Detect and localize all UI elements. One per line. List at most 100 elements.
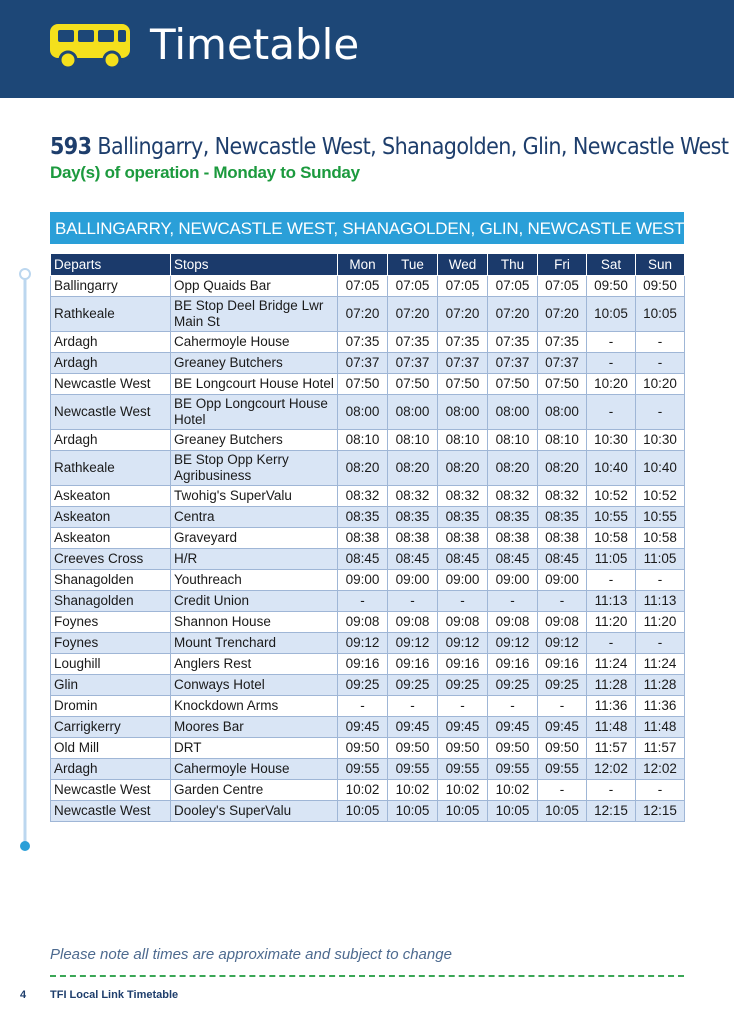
stop-cell: Youthreach [170, 569, 338, 591]
depart-cell: Askeaton [50, 485, 171, 507]
time-cell: 09:00 [437, 569, 488, 591]
time-cell: 08:45 [387, 548, 438, 570]
time-cell: 10:05 [487, 800, 538, 822]
time-cell: 08:38 [387, 527, 438, 549]
stop-cell: H/R [170, 548, 338, 570]
time-cell: 09:16 [387, 653, 438, 675]
time-cell: - [586, 779, 636, 801]
time-cell: 09:55 [537, 758, 587, 780]
time-cell: 11:13 [635, 590, 685, 612]
time-cell: 08:35 [387, 506, 438, 528]
table-row: Shanagolden Youthreach 09:00 09:00 09:00 09:0… [50, 569, 685, 591]
time-cell: 09:08 [537, 611, 587, 633]
time-cell: 08:38 [337, 527, 388, 549]
time-cell: - [337, 695, 388, 717]
time-cell: 09:08 [487, 611, 538, 633]
time-cell: 09:08 [337, 611, 388, 633]
footnote: Please note all times are approximate an… [50, 946, 452, 963]
time-cell: 10:02 [337, 779, 388, 801]
time-cell: 11:28 [635, 674, 685, 696]
page-number: 4 [20, 989, 27, 1001]
time-cell: 12:15 [635, 800, 685, 822]
time-cell: 10:05 [387, 800, 438, 822]
stop-cell: Cahermoyle House [170, 758, 338, 780]
depart-cell: Newcastle West [50, 779, 171, 801]
time-cell: 09:16 [337, 653, 388, 675]
table-row: Loughill Anglers Rest 09:16 09:16 09:16 09:16… [50, 653, 685, 675]
time-cell: 10:05 [635, 296, 685, 332]
time-cell: 08:45 [337, 548, 388, 570]
time-cell: 08:32 [387, 485, 438, 507]
table-row: Ballingarry Opp Quaids Bar 07:05 07:05 07:05… [50, 275, 685, 297]
depart-cell: Foynes [50, 632, 171, 654]
time-cell: 09:00 [337, 569, 388, 591]
depart-cell: Rathkeale [50, 296, 171, 332]
time-cell: - [586, 632, 636, 654]
time-cell: - [437, 590, 488, 612]
time-cell: 09:50 [487, 737, 538, 759]
time-cell: - [387, 695, 438, 717]
table-row: Old Mill DRT 09:50 09:50 09:50 09:50 09:50 11:5… [50, 737, 685, 759]
time-cell: 10:20 [586, 373, 636, 395]
time-cell: 07:05 [487, 275, 538, 297]
time-cell: 09:45 [487, 716, 538, 738]
stop-cell: BE Stop Opp Kerry Agribusiness [170, 450, 338, 486]
time-cell: 09:08 [387, 611, 438, 633]
time-cell: 09:45 [537, 716, 587, 738]
depart-cell: Glin [50, 674, 171, 696]
column-header: Tue [387, 253, 438, 276]
time-cell: 11:36 [586, 695, 636, 717]
time-cell: 09:55 [387, 758, 438, 780]
table-row: Glin Conways Hotel 09:25 09:25 09:25 09:25 09:… [50, 674, 685, 696]
time-cell: 10:05 [586, 296, 636, 332]
depart-cell: Dromin [50, 695, 171, 717]
time-cell: 07:50 [487, 373, 538, 395]
depart-cell: Askeaton [50, 506, 171, 528]
time-cell: 08:20 [537, 450, 587, 486]
time-cell: 07:50 [387, 373, 438, 395]
table-banner: BALLINGARRY, NEWCASTLE WEST, SHANAGOLDEN… [50, 212, 685, 244]
time-cell: 09:50 [337, 737, 388, 759]
time-cell: 10:30 [635, 429, 685, 451]
column-header: Wed [437, 253, 488, 276]
time-cell: 07:20 [337, 296, 388, 332]
time-cell: 07:37 [387, 352, 438, 374]
time-cell: 11:48 [586, 716, 636, 738]
time-cell: - [635, 779, 685, 801]
column-header: Stops [170, 253, 338, 276]
time-cell: 08:10 [437, 429, 488, 451]
time-cell: 08:00 [487, 394, 538, 430]
stop-cell: Shannon House [170, 611, 338, 633]
time-cell: 12:02 [635, 758, 685, 780]
column-header: Sat [586, 253, 636, 276]
time-cell: 08:45 [487, 548, 538, 570]
time-cell: 11:13 [586, 590, 636, 612]
table-row: Carrigkerry Moores Bar 09:45 09:45 09:45 09:4… [50, 716, 685, 738]
time-cell: 09:25 [487, 674, 538, 696]
stop-cell: BE Opp Longcourt House Hotel [170, 394, 338, 430]
time-cell: 07:20 [537, 296, 587, 332]
table-row: Shanagolden Credit Union - - - - -11:13 11:13 [50, 590, 685, 612]
time-cell: - [635, 632, 685, 654]
time-cell: 09:50 [387, 737, 438, 759]
stop-cell: Cahermoyle House [170, 331, 338, 353]
stop-cell: Greaney Butchers [170, 352, 338, 374]
time-cell: 08:32 [487, 485, 538, 507]
time-cell: 09:50 [586, 275, 636, 297]
time-cell: 09:16 [437, 653, 488, 675]
time-cell: 07:05 [437, 275, 488, 297]
time-cell: 10:30 [586, 429, 636, 451]
table-row: Askeaton Centra 08:35 08:35 08:35 08:35 08:35 1… [50, 506, 685, 528]
time-cell: 10:40 [635, 450, 685, 486]
operation-days: Day(s) of operation - Monday to Sunday [50, 163, 360, 182]
time-cell: - [635, 352, 685, 374]
stop-cell: DRT [170, 737, 338, 759]
table-row: Newcastle West Garden Centre 10:02 10:02 10:… [50, 779, 685, 801]
time-cell: 09:45 [437, 716, 488, 738]
time-cell: 09:00 [537, 569, 587, 591]
time-cell: 10:02 [437, 779, 488, 801]
depart-cell: Carrigkerry [50, 716, 171, 738]
time-cell: 09:16 [537, 653, 587, 675]
depart-cell: Ardagh [50, 331, 171, 353]
time-cell: 09:25 [537, 674, 587, 696]
